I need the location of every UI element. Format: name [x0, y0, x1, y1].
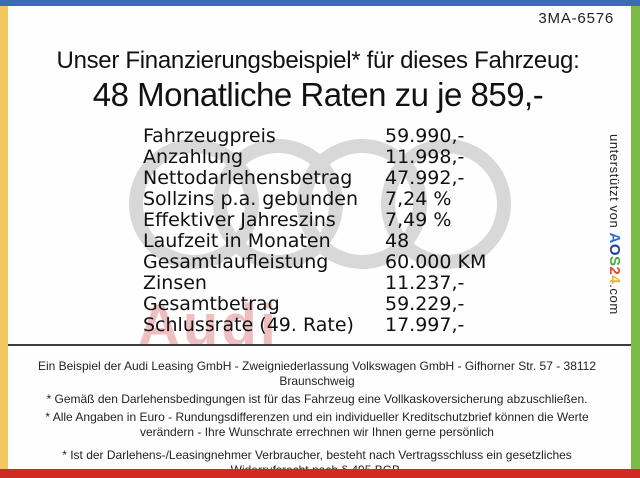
row-label: Anzahlung: [143, 146, 244, 168]
row-value: 11.998,-: [385, 146, 465, 168]
row-label: Gesamtbetrag: [143, 293, 280, 315]
row-label: Zinsen: [143, 272, 207, 294]
supported-by-label: unterstützt von: [607, 134, 622, 233]
row-label: Sollzins p.a. gebunden: [143, 188, 358, 210]
frame-stripe-right: [631, 6, 640, 469]
table-row: Zinsen 11.237,-: [143, 273, 486, 294]
row-label: Nettodarlehensbetrag: [143, 167, 353, 189]
row-value: 7,24 %: [385, 188, 452, 210]
frame-stripe-left: [0, 6, 8, 469]
table-row: Effektiver Jahreszins 7,49 %: [143, 210, 486, 231]
table-row: Gesamtlaufleistung 60.000 KM: [143, 252, 486, 273]
aos24-letter: 2: [606, 266, 623, 276]
aos24-letter: O: [606, 243, 623, 256]
row-label: Effektiver Jahreszins: [143, 209, 336, 231]
supported-by-credit: unterstützt von AOS24.com: [606, 134, 623, 315]
row-value: 47.992,-: [385, 167, 465, 189]
table-row: Nettodarlehensbetrag 47.992,-: [143, 168, 486, 189]
table-row: Anzahlung 11.998,-: [143, 147, 486, 168]
aos24-letter: 4: [606, 275, 623, 285]
row-label: Laufzeit in Monaten: [143, 230, 331, 252]
aos24-logo: AOS24: [606, 232, 623, 284]
row-label: Gesamtlaufleistung: [143, 251, 329, 273]
finance-table: Fahrzeugpreis 59.990,- Anzahlung 11.998,…: [143, 126, 486, 336]
aos24-letter: A: [606, 232, 623, 244]
row-value: 60.000 KM: [385, 251, 487, 273]
legal-line: Ein Beispiel der Audi Leasing GmbH - Zwe…: [37, 359, 597, 388]
table-row: Schlussrate (49. Rate) 17.997,-: [143, 315, 486, 336]
row-value: 11.237,-: [385, 272, 465, 294]
row-label: Schlussrate (49. Rate): [143, 314, 354, 336]
table-row: Fahrzeugpreis 59.990,-: [143, 126, 486, 147]
frame-stripe-bottom: [0, 469, 640, 478]
vehicle-doc-id: 3MA-6576: [538, 10, 614, 27]
table-row: Laufzeit in Monaten 48: [143, 231, 486, 252]
aos24-letter: S: [606, 256, 623, 267]
legal-line: * Gemäß den Darlehensbedingungen ist für…: [46, 392, 588, 406]
header: Unser Finanzierungsbeispiel* für dieses …: [12, 47, 624, 113]
legal-footer: Ein Beispiel der Audi Leasing GmbH - Zwe…: [34, 359, 600, 478]
row-value: 48: [385, 230, 410, 252]
table-row: Sollzins p.a. gebunden 7,24 %: [143, 189, 486, 210]
audi-wordmark-watermark: Audi: [138, 293, 279, 358]
row-value: 17.997,-: [385, 314, 465, 336]
row-label: Fahrzeugpreis: [143, 125, 276, 147]
page-title: Unser Finanzierungsbeispiel* für dieses …: [56, 47, 580, 74]
row-value: 59.229,-: [385, 293, 465, 315]
row-value: 7,49 %: [385, 209, 452, 231]
legal-line: * Alle Angaben in Euro - Rundungsdiffere…: [45, 410, 589, 439]
frame-stripe-top: [0, 0, 640, 6]
footer-divider: [8, 344, 631, 346]
rate-headline: 48 Monatliche Raten zu je 859,-: [92, 76, 544, 113]
aos24-suffix: .com: [607, 284, 622, 315]
table-row: Gesamtbetrag 59.229,-: [143, 294, 486, 315]
row-value: 59.990,-: [385, 125, 465, 147]
